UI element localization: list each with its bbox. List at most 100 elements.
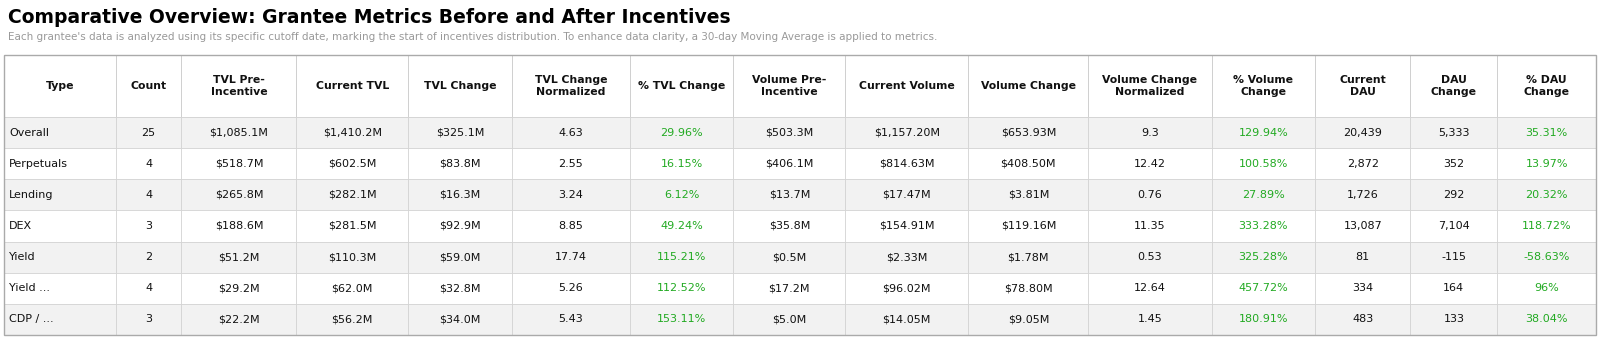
- Text: $281.5M: $281.5M: [328, 221, 376, 231]
- Bar: [512, 242, 630, 273]
- Bar: [1410, 117, 1498, 148]
- Bar: [1088, 148, 1211, 179]
- Bar: [968, 55, 1088, 117]
- Text: Current
DAU: Current DAU: [1339, 75, 1386, 97]
- Bar: [512, 210, 630, 242]
- Text: Volume Change
Normalized: Volume Change Normalized: [1102, 75, 1197, 97]
- Bar: [296, 304, 408, 335]
- Text: $119.16M: $119.16M: [1000, 221, 1056, 231]
- Bar: [408, 148, 512, 179]
- Bar: [845, 117, 968, 148]
- Bar: [1410, 210, 1498, 242]
- Text: $406.1M: $406.1M: [765, 159, 813, 169]
- Text: $17.2M: $17.2M: [768, 283, 810, 293]
- Bar: [1211, 179, 1315, 210]
- Bar: [845, 273, 968, 304]
- Text: 2,872: 2,872: [1347, 159, 1379, 169]
- Bar: [1088, 242, 1211, 273]
- Text: 49.24%: 49.24%: [661, 221, 702, 231]
- Text: 352: 352: [1443, 159, 1464, 169]
- Text: 3: 3: [146, 221, 152, 231]
- Text: 5,333: 5,333: [1438, 128, 1470, 137]
- Text: 96%: 96%: [1534, 283, 1558, 293]
- Bar: [845, 210, 968, 242]
- Bar: [630, 304, 733, 335]
- Bar: [408, 117, 512, 148]
- Bar: [733, 117, 845, 148]
- Bar: [408, 55, 512, 117]
- Text: $1,157.20M: $1,157.20M: [874, 128, 939, 137]
- Text: $154.91M: $154.91M: [878, 221, 934, 231]
- Bar: [630, 148, 733, 179]
- Bar: [296, 179, 408, 210]
- Bar: [968, 273, 1088, 304]
- Bar: [1211, 210, 1315, 242]
- Text: $1.78M: $1.78M: [1008, 252, 1050, 262]
- Bar: [115, 242, 181, 273]
- Text: $0.5M: $0.5M: [773, 252, 806, 262]
- Text: 81: 81: [1355, 252, 1370, 262]
- Text: $265.8M: $265.8M: [214, 190, 262, 200]
- Bar: [408, 242, 512, 273]
- Text: 17.74: 17.74: [555, 252, 587, 262]
- Text: 334: 334: [1352, 283, 1373, 293]
- Bar: [181, 210, 296, 242]
- Text: 12.64: 12.64: [1134, 283, 1166, 293]
- Text: 2.55: 2.55: [558, 159, 582, 169]
- Bar: [181, 179, 296, 210]
- Text: $29.2M: $29.2M: [218, 283, 259, 293]
- Bar: [3, 179, 115, 210]
- Bar: [1410, 273, 1498, 304]
- Bar: [3, 304, 115, 335]
- Text: $16.3M: $16.3M: [440, 190, 480, 200]
- Text: CDP / ...: CDP / ...: [10, 314, 54, 325]
- Bar: [1498, 210, 1597, 242]
- Text: -58.63%: -58.63%: [1523, 252, 1570, 262]
- Bar: [115, 148, 181, 179]
- Bar: [3, 148, 115, 179]
- Bar: [3, 273, 115, 304]
- Bar: [1410, 55, 1498, 117]
- Text: $653.93M: $653.93M: [1000, 128, 1056, 137]
- Text: 0.53: 0.53: [1138, 252, 1162, 262]
- Bar: [3, 55, 115, 117]
- Bar: [1211, 55, 1315, 117]
- Text: $814.63M: $814.63M: [878, 159, 934, 169]
- Bar: [1315, 148, 1410, 179]
- Bar: [1498, 148, 1597, 179]
- Text: $1,085.1M: $1,085.1M: [210, 128, 269, 137]
- Text: $188.6M: $188.6M: [214, 221, 262, 231]
- Text: TVL Pre-
Incentive: TVL Pre- Incentive: [211, 75, 267, 97]
- Text: 112.52%: 112.52%: [658, 283, 707, 293]
- Text: 5.26: 5.26: [558, 283, 582, 293]
- Text: 1,726: 1,726: [1347, 190, 1379, 200]
- Bar: [968, 242, 1088, 273]
- Text: $9.05M: $9.05M: [1008, 314, 1050, 325]
- Text: $503.3M: $503.3M: [765, 128, 813, 137]
- Bar: [968, 117, 1088, 148]
- Bar: [968, 148, 1088, 179]
- Text: Overall: Overall: [10, 128, 50, 137]
- Text: 164: 164: [1443, 283, 1464, 293]
- Bar: [115, 304, 181, 335]
- Text: 13.97%: 13.97%: [1525, 159, 1568, 169]
- Text: $602.5M: $602.5M: [328, 159, 376, 169]
- Bar: [296, 273, 408, 304]
- Text: 35.31%: 35.31%: [1525, 128, 1568, 137]
- Text: $325.1M: $325.1M: [435, 128, 485, 137]
- Text: 5.43: 5.43: [558, 314, 582, 325]
- Bar: [1410, 148, 1498, 179]
- Bar: [733, 242, 845, 273]
- Text: 27.89%: 27.89%: [1242, 190, 1285, 200]
- Text: $35.8M: $35.8M: [768, 221, 810, 231]
- Bar: [630, 210, 733, 242]
- Bar: [630, 273, 733, 304]
- Bar: [1315, 179, 1410, 210]
- Text: Lending: Lending: [10, 190, 53, 200]
- Bar: [968, 304, 1088, 335]
- Bar: [512, 304, 630, 335]
- Text: 2: 2: [146, 252, 152, 262]
- Bar: [1315, 304, 1410, 335]
- Text: 38.04%: 38.04%: [1525, 314, 1568, 325]
- Bar: [408, 273, 512, 304]
